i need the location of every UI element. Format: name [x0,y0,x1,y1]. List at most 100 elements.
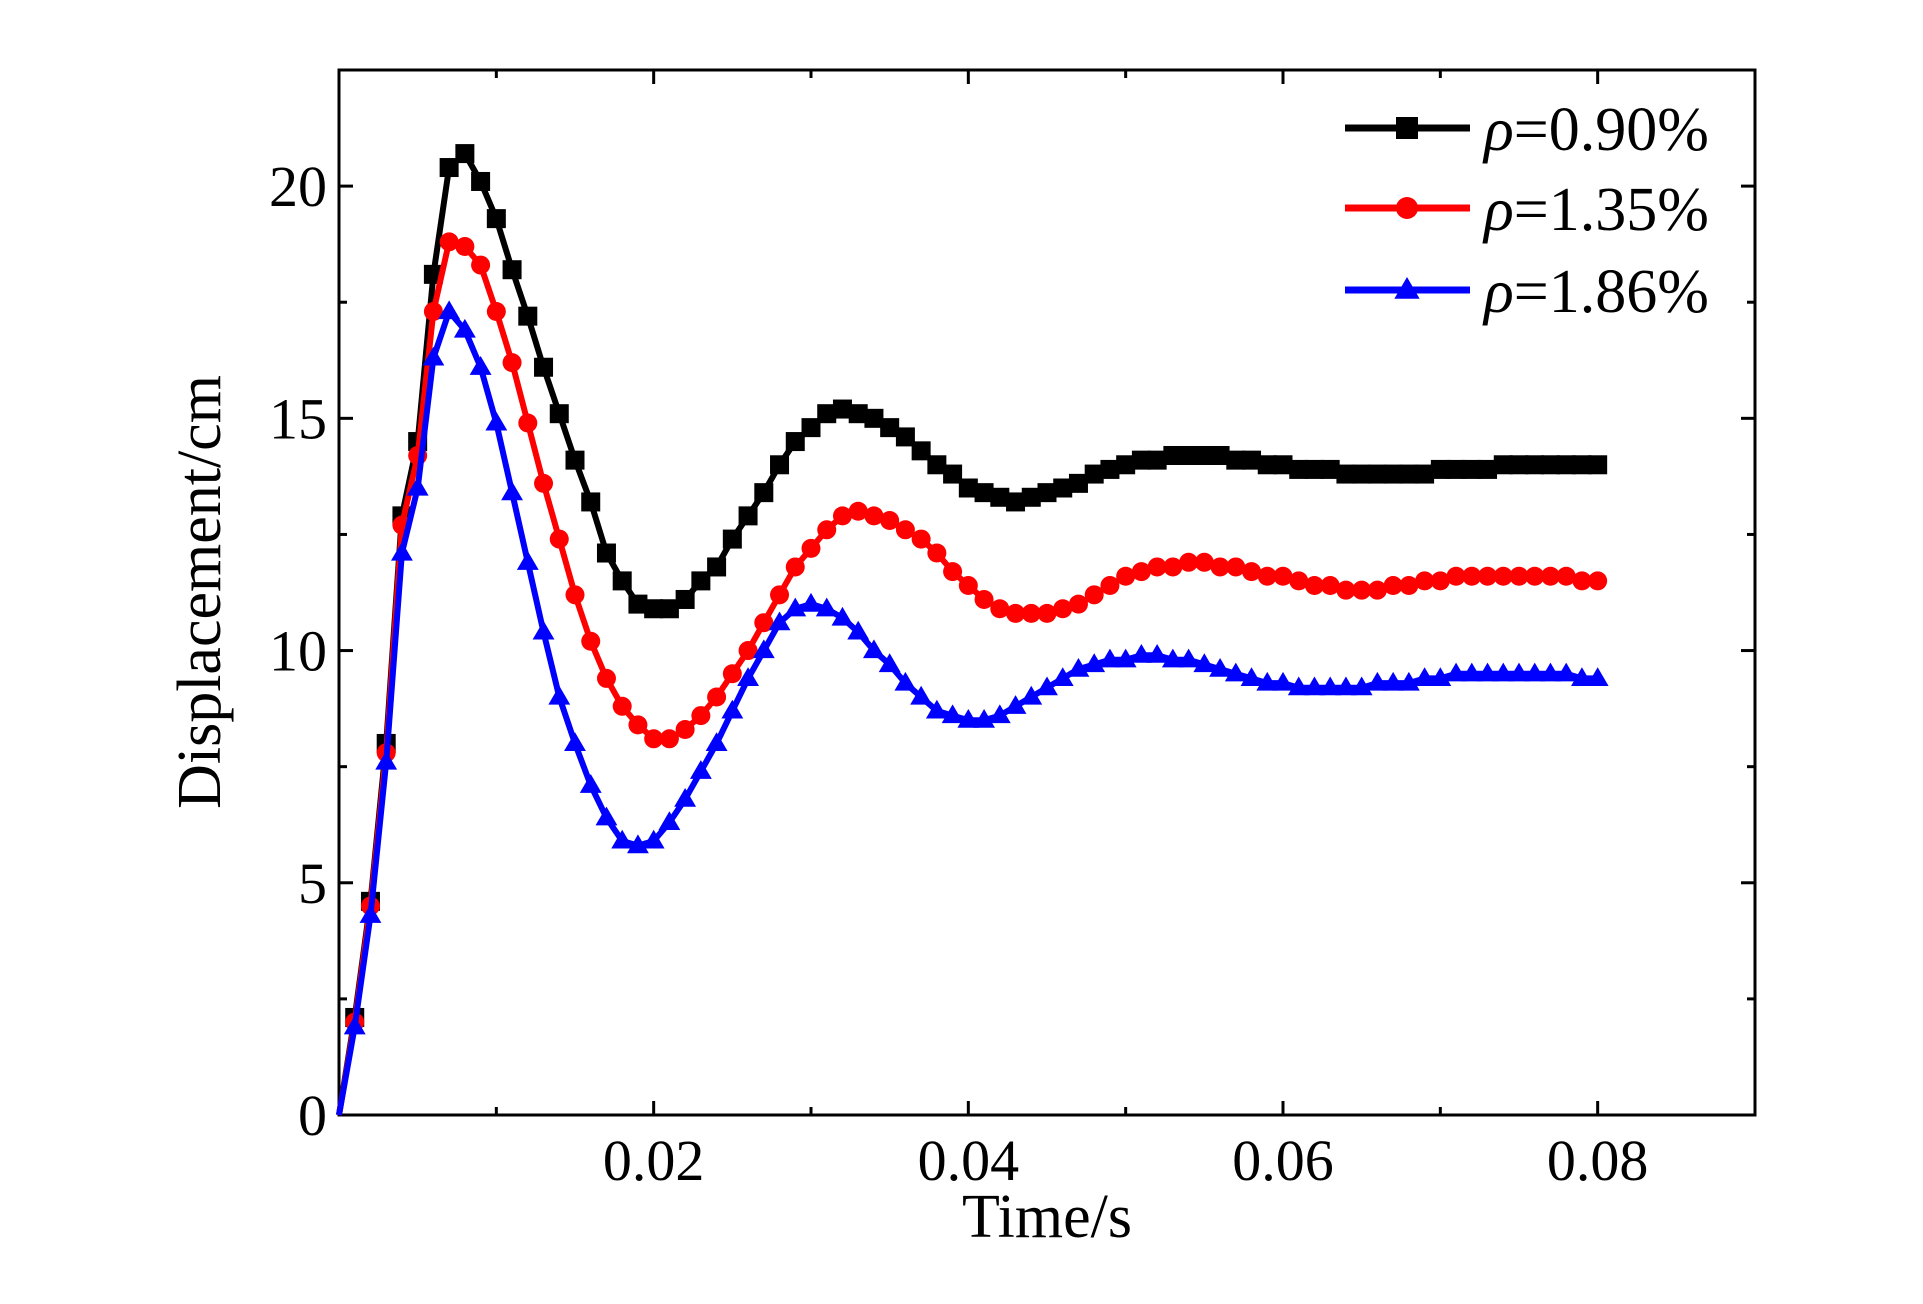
data-point [1415,571,1435,591]
data-point [1430,459,1450,479]
data-point [1493,566,1513,586]
data-point [752,639,775,659]
data-point [863,639,885,659]
data-point [343,1015,366,1035]
data-point [1163,557,1183,577]
data-point [628,594,648,614]
y-tick-label: 5 [298,851,327,916]
data-point [1131,450,1151,470]
data-point [911,441,931,461]
data-point [1304,459,1324,479]
data-point [817,520,837,540]
data-point [564,732,586,752]
data-point [785,557,805,577]
data-point [1492,662,1515,682]
data-point [832,506,852,526]
data-point [1320,576,1340,596]
data-point [1462,566,1482,586]
data-point [1100,576,1120,596]
x-tick-label: 0.04 [918,1128,1020,1193]
data-point [817,404,837,424]
x-tick-label: 0.06 [1232,1128,1334,1193]
data-point [831,606,854,626]
data-point [471,171,491,191]
series-2 [336,232,1608,1116]
data-point [1383,576,1403,596]
data-point [581,631,601,651]
data-point [801,418,821,438]
data-point [1336,580,1356,600]
data-point [1006,603,1026,623]
data-point [1540,455,1560,475]
data-point [1147,557,1167,577]
data-point [644,599,664,619]
legend-label: ρ=1.86% [1482,258,1709,326]
series-1 [336,144,1608,1116]
data-point [768,611,791,631]
data-point [642,829,665,849]
data-point [1588,571,1608,591]
data-point [847,620,870,640]
data-point [1021,603,1041,623]
data-point [1146,644,1169,663]
data-point [1209,657,1231,677]
data-point [675,589,695,609]
data-point [1179,552,1199,572]
legend-entry: ρ=1.86% [1345,258,1709,326]
data-point [502,353,522,373]
data-point [1226,557,1246,577]
data-point [1210,557,1230,577]
data-point [1366,671,1389,691]
data-point [910,685,933,705]
data-point [927,543,947,563]
data-point [1382,671,1405,691]
y-tick-label: 15 [269,386,327,451]
data-point [1446,459,1466,479]
data-point [485,411,508,431]
data-point [1053,599,1073,619]
data-point [895,427,915,447]
data-point [1161,648,1184,668]
data-point [974,589,994,609]
data-point [990,599,1010,619]
data-point [1336,464,1356,484]
data-point [469,356,492,375]
data-point [391,541,413,561]
data-point [532,620,555,640]
data-point [1303,676,1326,696]
data-point [1540,566,1560,586]
data-point [1084,464,1104,484]
data-point [422,346,445,366]
data-point [406,476,429,496]
data-point [471,255,491,275]
x-tick-label: 0.08 [1547,1128,1649,1193]
data-point [1036,676,1058,696]
data-point [612,571,632,591]
data-point [1572,571,1592,591]
legend-label: ρ=1.35% [1482,176,1709,244]
data-point [1352,464,1372,484]
data-point [1445,662,1467,682]
data-point [785,432,805,452]
data-point [1257,566,1277,586]
data-point [1242,450,1262,470]
data-point [689,760,712,779]
data-point [1256,671,1279,691]
data-point [1399,576,1419,596]
data-point [1415,464,1435,484]
data-point [1555,662,1578,682]
data-point [1163,445,1183,465]
data-point [1493,455,1513,475]
data-point [375,750,398,770]
data-point [1194,552,1214,572]
data-point [359,904,382,923]
y-tick-label: 0 [298,1083,327,1148]
data-point [1179,445,1199,465]
y-tick-label: 10 [269,619,327,684]
data-point [455,144,475,164]
data-point [534,357,554,377]
data-point [1131,562,1151,582]
data-point [1304,576,1324,596]
data-point [1320,459,1340,479]
